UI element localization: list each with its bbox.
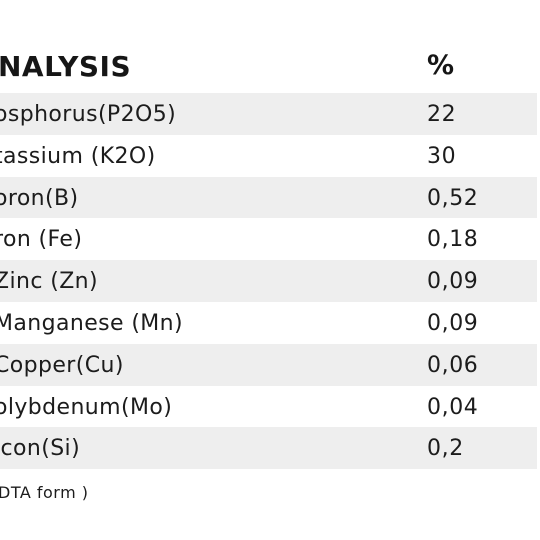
row-name: Zinc (Zn) <box>0 269 98 295</box>
table-row: osphorus(P2O5) 22 <box>0 93 537 135</box>
row-value: 0,04 <box>427 394 479 420</box>
row-name: tassium (K2O) <box>0 143 156 169</box>
row-name: olybdenum(Mo) <box>0 394 173 420</box>
row-name: Copper(Cu) <box>0 352 124 378</box>
table-row: ron (Fe) 0,18 <box>0 218 537 260</box>
row-name: osphorus(P2O5) <box>0 102 177 127</box>
row-value: 0,2 <box>427 436 464 462</box>
table-row: olybdenum(Mo) 0,04 <box>0 386 537 428</box>
table-header: NALYSIS % <box>0 40 540 92</box>
row-name: ron (Fe) <box>0 227 83 253</box>
row-value: 0,18 <box>427 227 479 253</box>
row-name: Manganese (Mn) <box>0 310 184 336</box>
table-row: oron(B) 0,52 <box>0 176 537 219</box>
footnote: DTA form ) <box>0 483 89 502</box>
percent-header: % <box>427 50 455 81</box>
row-name: oron(B) <box>0 185 79 211</box>
table-body: osphorus(P2O5) 22 tassium (K2O) 30 oron(… <box>0 93 540 470</box>
table-row: tassium (K2O) 30 <box>0 135 537 177</box>
row-value: 0,09 <box>427 310 479 336</box>
row-value: 0,06 <box>427 352 479 378</box>
table-row: Zinc (Zn) 0,09 <box>0 260 537 302</box>
row-value: 0,09 <box>427 269 479 295</box>
table-row: icon(Si) 0,2 <box>0 427 537 470</box>
table-row: Manganese (Mn) 0,09 <box>0 302 537 344</box>
analysis-table: NALYSIS % osphorus(P2O5) 22 tassium (K2O… <box>0 40 540 470</box>
row-value: 22 <box>427 102 457 127</box>
analysis-header: NALYSIS <box>0 50 132 83</box>
row-name: icon(Si) <box>0 436 81 462</box>
table-row: Copper(Cu) 0,06 <box>0 343 537 386</box>
row-value: 0,52 <box>427 185 479 211</box>
row-value: 30 <box>427 143 457 169</box>
